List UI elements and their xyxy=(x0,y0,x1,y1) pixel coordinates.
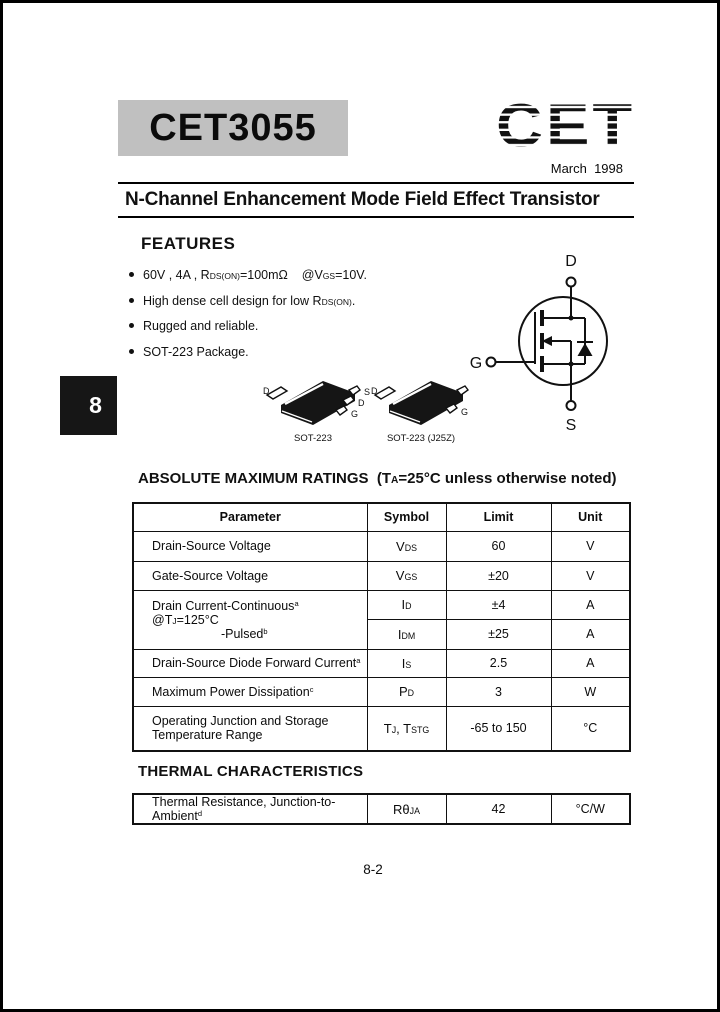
table-row: Thermal Resistance, Junction-to-Ambientd… xyxy=(132,793,631,825)
param-line2: -Pulsedb xyxy=(220,626,268,641)
symbol-cell: VDS xyxy=(366,530,447,562)
bullet-icon xyxy=(129,323,134,328)
package-drawings: D S D G SOT-223 D S G SOT-223 (J25Z) xyxy=(255,375,478,452)
feature-item: SOT-223 Package. xyxy=(129,345,459,359)
amr-heading: ABSOLUTE MAXIMUM RATINGS (TA=25°C unless… xyxy=(138,470,617,487)
feature-text: Rugged and reliable. xyxy=(143,319,259,333)
bullet-icon xyxy=(129,348,134,354)
unit-cell: A xyxy=(550,589,631,620)
pin-label-tab: D xyxy=(263,386,270,396)
document-title: N-Channel Enhancement Mode Field Effect … xyxy=(125,189,600,210)
sot223-package-icon: D S D G SOT-223 xyxy=(263,381,370,444)
unit-cell: A xyxy=(550,618,631,650)
limit-cell: ±25 xyxy=(445,618,552,650)
chapter-number: 8 xyxy=(89,392,102,418)
unit-cell: °C/W xyxy=(550,793,631,825)
feature-text: High dense cell design for low RDS(ON). xyxy=(143,293,356,308)
param-line2: Temperature Range xyxy=(152,728,263,743)
header-rule-top xyxy=(118,182,634,184)
col-header-symbol: Symbol xyxy=(366,502,447,532)
cet-logo: CET xyxy=(495,92,637,162)
drain-label: D xyxy=(565,253,577,270)
unit-cell: V xyxy=(550,530,631,562)
limit-cell: 42 xyxy=(445,793,552,825)
symbol-cell: ID xyxy=(366,589,447,620)
feature-item: High dense cell design for low RDS(ON). xyxy=(129,294,459,308)
feature-text: SOT-223 Package. xyxy=(143,344,249,359)
table-row: Gate-Source Voltage VGS ±20 V xyxy=(132,560,631,591)
page-number: 8-2 xyxy=(363,862,383,877)
table-row: Drain-Source Diode Forward Currenta IS 2… xyxy=(132,648,631,678)
limit-cell: -65 to 150 xyxy=(445,705,552,752)
source-label: S xyxy=(566,417,577,434)
col-header-parameter: Parameter xyxy=(132,502,368,532)
pin-label: S xyxy=(364,387,370,397)
feature-item: 60V , 4A , RDS(ON)=100mΩ @VGS=10V. xyxy=(129,268,459,282)
param-line1: Drain Current-Continuousa @TJ=125°C xyxy=(152,598,306,627)
mosfet-schematic: D G S xyxy=(458,246,643,446)
param-cell: Drain-Source Diode Forward Currenta xyxy=(132,648,368,678)
param-cell: Gate-Source Voltage xyxy=(132,560,368,591)
limit-cell: ±20 xyxy=(445,560,552,591)
bullet-icon xyxy=(129,272,134,277)
symbol-cell: RθJA xyxy=(366,793,447,825)
sot223-j25z-package-icon: D S G SOT-223 (J25Z) xyxy=(371,381,478,444)
pin-label-tab: D xyxy=(371,386,378,396)
thermal-heading: THERMAL CHARACTERISTICS xyxy=(138,763,364,780)
limit-cell: ±4 xyxy=(445,589,552,620)
param-line1: Operating Junction and Storage xyxy=(152,714,329,729)
param-cell: Drain-Source Voltage xyxy=(132,530,368,562)
cet-logo-text: CET xyxy=(496,93,635,157)
col-header-limit: Limit xyxy=(445,502,552,532)
table-row: Drain-Source Voltage VDS 60 V xyxy=(132,530,631,562)
package-caption: SOT-223 xyxy=(294,433,332,444)
feature-text: 60V , 4A , RDS(ON)=100mΩ @VGS=10V. xyxy=(143,268,367,282)
limit-cell: 2.5 xyxy=(445,648,552,678)
chapter-tab: 8 xyxy=(60,376,117,435)
col-header-unit: Unit xyxy=(550,502,631,532)
amr-table: Parameter Symbol Limit Unit Drain-Source… xyxy=(132,502,631,752)
part-number-box: CET3055 xyxy=(118,100,348,156)
symbol-cell: TJ, TSTG xyxy=(366,705,447,752)
unit-cell: V xyxy=(550,560,631,591)
feature-item: Rugged and reliable. xyxy=(129,319,459,333)
header-rule-bottom xyxy=(118,216,634,218)
limit-cell: 3 xyxy=(445,676,552,707)
sot223-packages-icon: D S D G SOT-223 D S G SOT-223 (J25Z) xyxy=(263,381,478,444)
symbol-cell: IS xyxy=(366,648,447,678)
symbol-cell: IDM xyxy=(366,618,447,650)
pin-label: D xyxy=(358,398,365,408)
mosfet-symbol-icon: D G S xyxy=(470,253,608,434)
param-cell: Operating Junction and Storage Temperatu… xyxy=(132,705,368,752)
table-header-row: Parameter Symbol Limit Unit xyxy=(132,502,631,532)
cet-logo-icon: CET xyxy=(496,92,635,159)
limit-cell: 60 xyxy=(445,530,552,562)
unit-cell: °C xyxy=(550,705,631,752)
param-cell: Drain Current-Continuousa @TJ=125°C -Pul… xyxy=(132,589,368,650)
pin-label: G xyxy=(351,409,358,419)
package-caption: SOT-223 (J25Z) xyxy=(387,433,455,444)
table-row: Drain Current-Continuousa @TJ=125°C -Pul… xyxy=(132,589,631,650)
unit-cell: W xyxy=(550,676,631,707)
gate-label: G xyxy=(470,355,482,372)
unit-cell: A xyxy=(550,648,631,678)
thermal-table: Thermal Resistance, Junction-to-Ambientd… xyxy=(132,793,631,825)
symbol-cell: VGS xyxy=(366,560,447,591)
param-cell: Maximum Power Dissipationc xyxy=(132,676,368,707)
param-cell: Thermal Resistance, Junction-to-Ambientd xyxy=(132,793,368,825)
table-row: Operating Junction and Storage Temperatu… xyxy=(132,705,631,752)
publication-date: March 1998 xyxy=(550,161,623,176)
pin-label: G xyxy=(461,407,468,417)
part-number: CET3055 xyxy=(149,106,317,149)
table-row: IDM ±25 A xyxy=(133,618,631,650)
symbol-cell: PD xyxy=(366,676,447,707)
features-list: 60V , 4A , RDS(ON)=100mΩ @VGS=10V. High … xyxy=(129,268,459,370)
bullet-icon xyxy=(129,297,134,303)
features-heading: FEATURES xyxy=(141,234,236,253)
table-row: Maximum Power Dissipationc PD 3 W xyxy=(132,676,631,707)
